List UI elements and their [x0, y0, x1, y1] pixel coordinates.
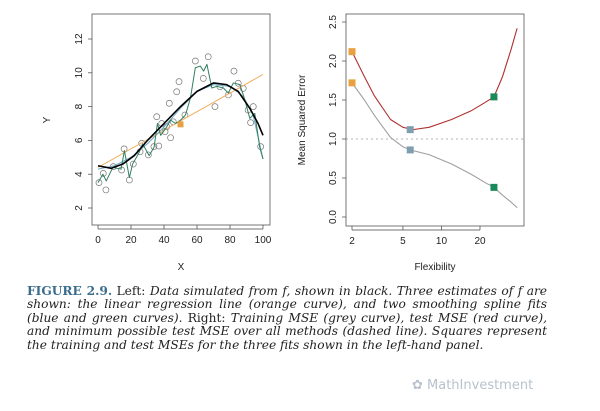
- square-marker: [490, 183, 498, 191]
- curve-true-f: [97, 82, 264, 170]
- figure: 0 20 40 60 80 100 2 4 6 8 10 12 X Y 2 5 10 20 0.0 0.5 1.0 1.5…: [42, 13, 525, 273]
- data-point: [129, 160, 137, 168]
- data-point: [247, 119, 254, 127]
- right-plot-frame: [345, 13, 525, 227]
- x-tick-label: 20: [474, 236, 486, 247]
- y-tick-label: 2.5: [328, 15, 339, 29]
- data-point: [165, 99, 173, 107]
- y-tick-label: 1.0: [328, 132, 339, 146]
- data-point: [153, 113, 161, 121]
- y-tick-label: 4: [74, 171, 85, 177]
- left-plot-frame: [91, 13, 271, 226]
- data-point: [192, 57, 199, 65]
- data-point: [102, 186, 110, 194]
- figure-caption: FIGURE 2.9. Left: Data simulated from f,…: [27, 284, 548, 352]
- curve-training-mse: [351, 82, 518, 209]
- y-axis-label: Y: [42, 116, 53, 123]
- x-tick-label: 40: [158, 235, 170, 246]
- x-axis-label: Flexibility: [414, 262, 455, 273]
- y-tick-label: 12: [74, 33, 85, 45]
- data-point: [175, 78, 183, 85]
- square-marker: [406, 146, 414, 154]
- caption-left-label: Left:: [116, 284, 146, 298]
- data-point: [225, 91, 232, 99]
- data-point: [95, 179, 103, 186]
- y-tick-label: 1.5: [328, 93, 339, 107]
- data-point: [99, 170, 107, 177]
- square-marker: [348, 48, 356, 56]
- y-axis-label: Mean Squared Error: [297, 74, 308, 165]
- data-point: [167, 134, 174, 142]
- data-point: [150, 143, 158, 151]
- figure-label: FIGURE 2.9.: [27, 284, 113, 298]
- data-point: [204, 53, 212, 61]
- square-marker: [490, 93, 498, 101]
- data-point: [230, 67, 238, 75]
- x-tick-label: 5: [400, 236, 406, 247]
- x-tick-label: 0: [95, 235, 101, 246]
- y-tick-label: 0.0: [328, 210, 339, 224]
- x-tick-label: 20: [125, 235, 137, 246]
- data-point: [155, 142, 163, 150]
- data-point: [249, 103, 257, 110]
- y-tick-label: 2.0: [328, 54, 339, 68]
- watermark-icon: ✿: [412, 378, 428, 393]
- x-tick-label: 100: [255, 235, 272, 246]
- square-marker: [348, 79, 356, 87]
- curve-test-mse: [351, 28, 518, 131]
- y-tick-label: 2: [74, 205, 85, 211]
- caption-left-text: Data simulated from f, shown in black. T…: [27, 284, 548, 325]
- x-tick-label: 80: [224, 235, 236, 246]
- y-tick-label: 0.5: [328, 171, 339, 185]
- x-axis-label: X: [178, 262, 185, 273]
- data-point: [144, 151, 152, 159]
- y-tick-label: 10: [74, 67, 85, 79]
- x-tick-label: 10: [436, 236, 448, 247]
- watermark: ✿ MathInvestment: [412, 378, 533, 393]
- data-point: [173, 88, 181, 96]
- caption-right-label: Right:: [187, 310, 226, 325]
- x-tick-label: 60: [191, 235, 203, 246]
- data-point: [211, 103, 219, 110]
- data-point: [199, 75, 207, 82]
- y-tick-label: 8: [74, 103, 85, 109]
- curve-linear-regression: [97, 74, 264, 168]
- caption-right-text: Training MSE (grey curve), test MSE (red…: [27, 310, 547, 352]
- x-tick-label: 2: [349, 236, 355, 247]
- watermark-text: MathInvestment: [427, 378, 534, 393]
- square-marker: [177, 121, 184, 128]
- curve-smoothing-spline-green-: [97, 63, 264, 183]
- y-tick-label: 6: [74, 137, 85, 143]
- square-marker: [406, 126, 414, 134]
